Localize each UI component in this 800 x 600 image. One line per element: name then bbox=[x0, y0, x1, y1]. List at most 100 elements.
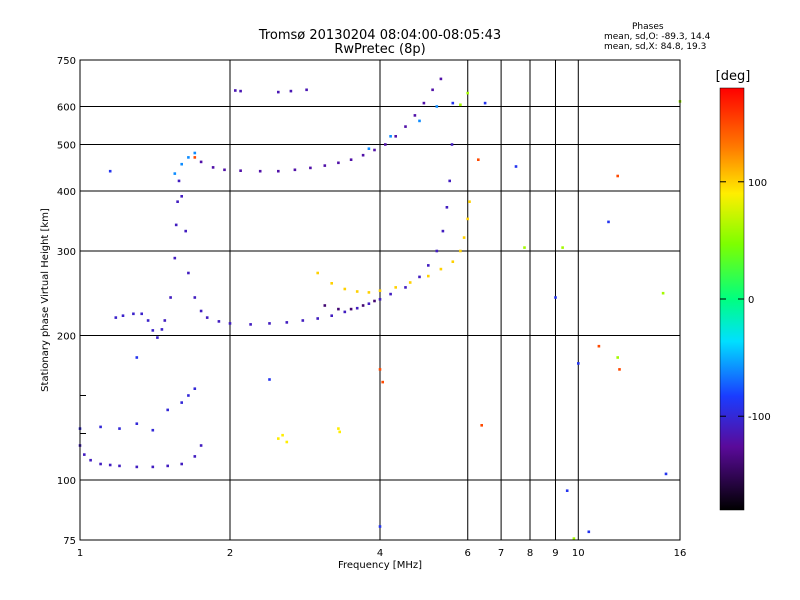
echo-point bbox=[378, 368, 382, 371]
echo-point bbox=[193, 156, 197, 159]
echo-point bbox=[477, 158, 480, 161]
axes: 1 2 4 6 8 10 16 7 9 75 100 200 300 400 500 600 750 bbox=[57, 56, 686, 559]
echo-point bbox=[330, 282, 333, 285]
echo-point bbox=[394, 135, 397, 138]
echo-point bbox=[448, 179, 451, 183]
echo-point bbox=[597, 344, 601, 348]
echo-point bbox=[468, 200, 471, 203]
colorbar-tick-label: 0 bbox=[748, 295, 754, 306]
echo-point bbox=[435, 249, 439, 253]
echo-point bbox=[427, 264, 430, 267]
echo-point bbox=[466, 217, 469, 221]
echo-point bbox=[239, 169, 242, 172]
echo-point bbox=[565, 489, 569, 492]
echo-point bbox=[355, 306, 359, 310]
echo-point bbox=[451, 260, 455, 263]
echo-point bbox=[173, 256, 177, 260]
x-tick-label: 16 bbox=[674, 548, 687, 559]
echo-point bbox=[378, 298, 382, 301]
echo-point bbox=[173, 172, 177, 175]
x-tick-label: 8 bbox=[527, 548, 533, 559]
phase-heading: Phases bbox=[632, 22, 664, 32]
echo-point bbox=[361, 153, 365, 157]
echo-point bbox=[450, 143, 454, 146]
echo-point bbox=[211, 166, 215, 169]
grid bbox=[80, 60, 680, 540]
y-tick-label: 400 bbox=[57, 187, 76, 198]
echo-point bbox=[177, 179, 181, 183]
echo-point bbox=[378, 289, 382, 292]
echo-point bbox=[83, 453, 86, 456]
echo-point bbox=[228, 322, 232, 325]
echo-point bbox=[118, 464, 121, 468]
echo-point bbox=[277, 437, 280, 440]
echo-point bbox=[205, 316, 209, 319]
echo-point bbox=[151, 428, 155, 432]
echo-point bbox=[193, 455, 197, 458]
echo-point bbox=[323, 164, 327, 167]
echo-point bbox=[367, 291, 371, 294]
echo-point bbox=[166, 464, 169, 468]
echo-point bbox=[156, 336, 159, 339]
echo-point bbox=[180, 195, 183, 198]
x-tick-label: 9 bbox=[552, 548, 558, 559]
echo-point bbox=[187, 271, 190, 275]
echo-point bbox=[361, 304, 365, 307]
echo-point bbox=[413, 114, 417, 117]
echo-point bbox=[349, 158, 353, 161]
echo-point bbox=[277, 169, 280, 173]
echo-point bbox=[193, 151, 197, 155]
echo-point bbox=[616, 174, 619, 178]
echo-point bbox=[661, 291, 665, 295]
chart-title: Tromsø 20130204 08:04:00-08:05:43 bbox=[258, 28, 502, 43]
echo-point bbox=[349, 307, 353, 311]
echo-point bbox=[316, 317, 319, 320]
echo-point bbox=[277, 90, 280, 94]
colorbar-tick-label: 100 bbox=[748, 178, 767, 189]
echo-point bbox=[89, 458, 92, 462]
echo-point bbox=[193, 296, 197, 299]
plot-frame bbox=[79, 59, 681, 541]
echo-point bbox=[249, 323, 252, 326]
echo-point bbox=[151, 465, 155, 469]
echo-point bbox=[114, 316, 118, 319]
echo-point bbox=[121, 314, 125, 317]
echo-point bbox=[337, 427, 340, 430]
echo-point bbox=[422, 101, 426, 105]
echo-point bbox=[193, 387, 197, 390]
echo-point bbox=[146, 319, 150, 322]
x-tick-label: 10 bbox=[572, 548, 585, 559]
y-axis-label: Stationary phase Virtual Height [km] bbox=[40, 208, 51, 392]
echo-point bbox=[140, 312, 143, 316]
echo-point bbox=[268, 322, 271, 325]
echo-point bbox=[389, 292, 392, 296]
echo-point bbox=[561, 246, 564, 249]
echo-point bbox=[199, 160, 203, 164]
y-tick-label: 300 bbox=[57, 247, 76, 258]
echo-point bbox=[199, 309, 203, 313]
echo-point bbox=[367, 147, 371, 150]
echo-point bbox=[462, 236, 466, 239]
echo-point bbox=[132, 312, 135, 316]
echo-point bbox=[118, 427, 121, 430]
echo-point bbox=[439, 267, 443, 271]
x-tick-label: 7 bbox=[498, 548, 504, 559]
echo-point bbox=[305, 88, 308, 92]
echo-point bbox=[378, 525, 382, 528]
y-tick-label: 500 bbox=[57, 141, 76, 152]
echo-point bbox=[418, 119, 421, 123]
echo-point bbox=[337, 307, 340, 311]
echo-point bbox=[99, 462, 102, 466]
echo-point bbox=[384, 143, 387, 146]
echo-point bbox=[135, 465, 139, 469]
x-tick-label: 6 bbox=[465, 548, 471, 559]
colorbar-ticks: 100 0 -100 bbox=[720, 178, 771, 423]
echo-point bbox=[180, 401, 183, 404]
echo-point bbox=[355, 290, 359, 293]
echo-point bbox=[572, 537, 576, 540]
echo-point bbox=[293, 168, 297, 172]
echo-point bbox=[108, 169, 112, 173]
echo-point bbox=[180, 462, 183, 466]
echo-point bbox=[514, 165, 518, 168]
